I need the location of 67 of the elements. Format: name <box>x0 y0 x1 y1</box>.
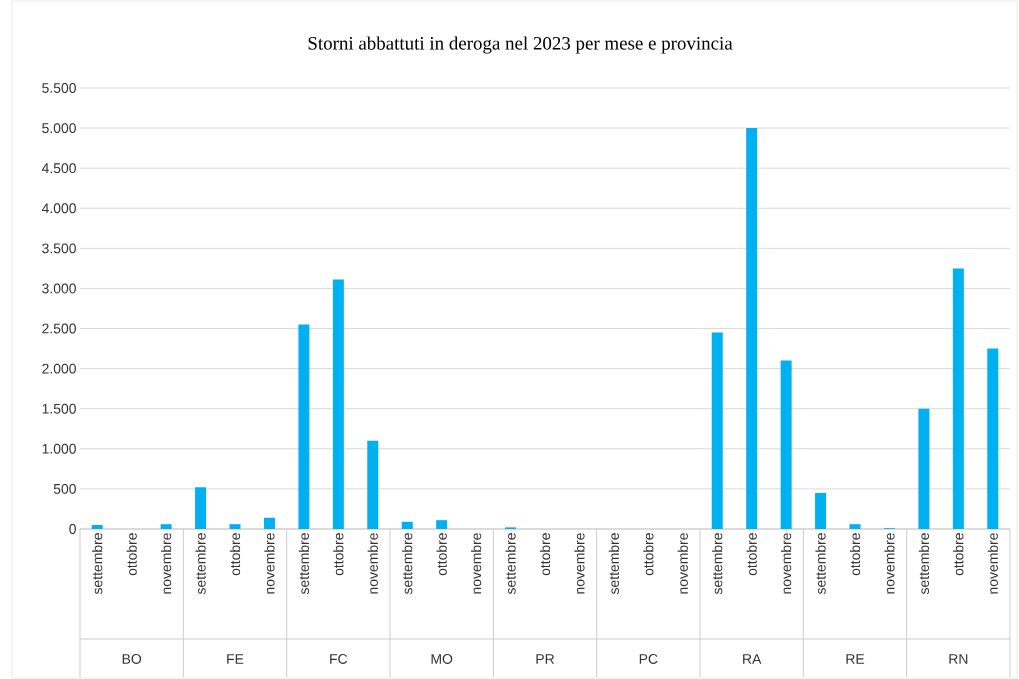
text: FE <box>227 654 244 664</box>
x-tick-label: settembre <box>918 533 930 595</box>
bar <box>918 408 930 529</box>
y-tick-label: 4.500 <box>41 163 76 174</box>
y-tick-label: 1.000 <box>42 443 76 454</box>
x-tick-label: novembre <box>987 533 998 594</box>
x-tick-label: settembre <box>608 533 620 595</box>
x-tick-label: settembre <box>298 533 310 595</box>
x-tick-label: settembre <box>195 533 206 595</box>
bar <box>401 521 413 529</box>
chart-title: Storni abbattuti in deroga nel 2023 per mese e provincia <box>308 36 733 54</box>
x-tick-label: settembre <box>92 533 103 595</box>
text: PR <box>536 654 555 664</box>
x-tick-label: ottobre <box>953 533 964 576</box>
text: FC <box>330 654 348 664</box>
y-tick-label: 1.500 <box>42 403 76 414</box>
x-tick-label: ottobre <box>126 533 137 576</box>
y-tick-label: 3.000 <box>42 283 76 294</box>
bar <box>332 279 344 529</box>
x-tick-label: ottobre <box>229 533 241 576</box>
bar <box>367 440 379 529</box>
x-tick-label: settembre <box>505 533 516 595</box>
x-tick-label: novembre <box>677 533 688 594</box>
x-tick-label: ottobre <box>539 533 551 576</box>
y-tick-label: 2.000 <box>42 363 76 374</box>
x-tick-label: ottobre <box>333 533 344 576</box>
bar <box>849 524 861 529</box>
bar <box>91 524 103 529</box>
bar <box>815 492 827 529</box>
x-tick-label: settembre <box>712 533 723 595</box>
bar <box>263 517 275 529</box>
x-tick-label: ottobre <box>746 533 757 576</box>
x-tick-label: novembre <box>574 533 585 594</box>
y-tick-label: 5.500 <box>42 83 76 93</box>
x-tick-label: novembre <box>161 533 172 594</box>
x-tick-label: ottobre <box>643 533 654 576</box>
x-tick-label: novembre <box>471 533 482 594</box>
y-tick-label: 0 <box>69 524 76 534</box>
y-tick-label: 5.000 <box>42 123 76 134</box>
y-tick-label: 3.500 <box>42 243 76 254</box>
bar <box>195 487 207 529</box>
y-tick-label: 500 <box>53 483 76 494</box>
x-tick-label: novembre <box>884 533 895 594</box>
x-tick-label: settembre <box>402 533 413 595</box>
y-tick-label: 4.000 <box>41 203 76 214</box>
bar <box>952 268 964 529</box>
bar <box>780 360 792 529</box>
text: RN <box>949 654 968 664</box>
x-tick-label: ottobre <box>436 533 447 576</box>
bar <box>298 324 310 529</box>
text: PC <box>639 654 658 664</box>
text: RA <box>743 654 762 664</box>
x-tick-label: settembre <box>815 533 826 595</box>
text: MO <box>431 654 453 664</box>
bar <box>160 524 172 529</box>
bar <box>746 128 758 529</box>
text: BO <box>122 654 142 664</box>
bar <box>229 524 241 529</box>
x-tick-label: novembre <box>264 533 275 594</box>
x-tick-label: novembre <box>781 533 792 594</box>
x-tick-label: novembre <box>367 533 378 594</box>
x-tick-label: ottobre <box>849 533 861 576</box>
bar <box>436 520 448 529</box>
text: RE <box>846 654 865 664</box>
bar <box>711 332 723 529</box>
bar <box>987 348 999 529</box>
y-tick-label: 2.500 <box>42 323 76 334</box>
